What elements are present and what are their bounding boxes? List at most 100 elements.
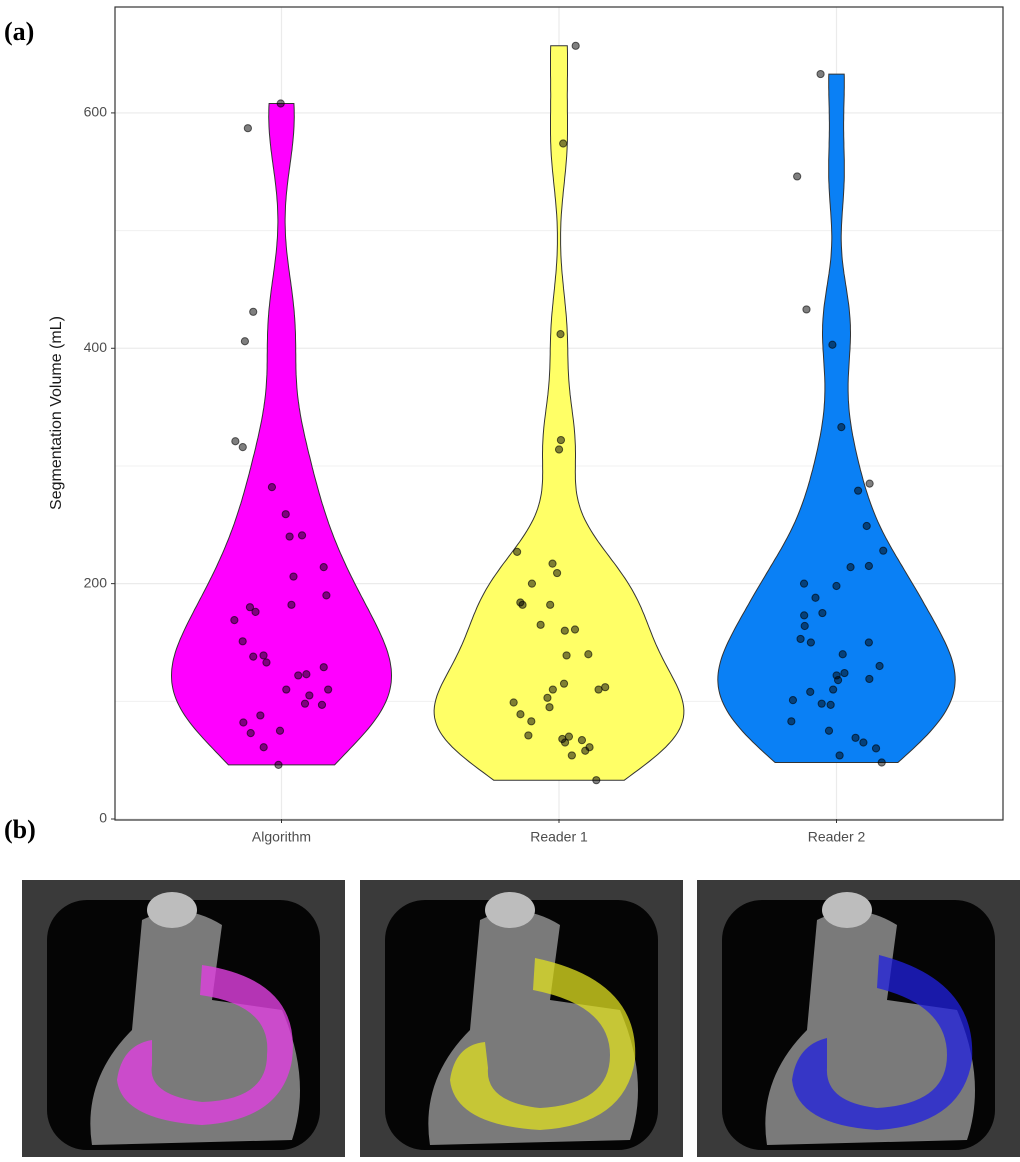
point: [303, 671, 310, 678]
point: [866, 675, 873, 682]
point: [563, 652, 570, 659]
point: [282, 511, 289, 518]
point: [572, 42, 579, 49]
point: [288, 601, 295, 608]
point: [801, 612, 808, 619]
point: [865, 639, 872, 646]
ct-images: [22, 880, 1020, 1157]
x-tick-label: Algorithm: [252, 829, 311, 845]
point: [250, 653, 257, 660]
point: [872, 745, 879, 752]
point: [252, 608, 259, 615]
point: [276, 727, 283, 734]
point: [537, 621, 544, 628]
point: [836, 752, 843, 759]
point: [878, 759, 885, 766]
point: [800, 580, 807, 587]
point: [260, 744, 267, 751]
point: [318, 701, 325, 708]
ct-image: [360, 880, 683, 1157]
point: [788, 718, 795, 725]
point: [839, 651, 846, 658]
point: [323, 592, 330, 599]
x-tick-label: Reader 2: [808, 829, 866, 845]
point: [241, 338, 248, 345]
point: [247, 729, 254, 736]
point: [528, 580, 535, 587]
point: [838, 424, 845, 431]
point: [807, 639, 814, 646]
point: [801, 622, 808, 629]
point: [549, 560, 556, 567]
point: [789, 697, 796, 704]
point: [244, 125, 251, 132]
y-tick-label: 0: [99, 810, 107, 826]
point: [829, 341, 836, 348]
point: [286, 533, 293, 540]
point: [544, 694, 551, 701]
panel-label: (a): [4, 17, 34, 46]
point: [277, 100, 284, 107]
y-axis-title: Segmentation Volume (mL): [48, 316, 65, 510]
point: [876, 662, 883, 669]
point: [239, 444, 246, 451]
point: [880, 547, 887, 554]
point: [290, 573, 297, 580]
point: [817, 70, 824, 77]
point: [860, 739, 867, 746]
x-tick-label: Reader 1: [530, 829, 588, 845]
point: [557, 331, 564, 338]
point: [582, 747, 589, 754]
point: [585, 651, 592, 658]
point: [510, 699, 517, 706]
point: [827, 701, 834, 708]
point: [557, 436, 564, 443]
point: [595, 686, 602, 693]
point: [240, 719, 247, 726]
point: [561, 739, 568, 746]
y-tick-label: 400: [84, 339, 108, 355]
point: [546, 704, 553, 711]
y-tick-label: 200: [84, 574, 108, 590]
point: [555, 446, 562, 453]
point: [794, 173, 801, 180]
point: [547, 601, 554, 608]
point: [834, 677, 841, 684]
point: [866, 480, 873, 487]
point: [593, 777, 600, 784]
point: [257, 712, 264, 719]
point: [525, 732, 532, 739]
point: [260, 652, 267, 659]
ct-image: [697, 880, 1020, 1157]
point: [232, 438, 239, 445]
ct-image: [22, 880, 345, 1157]
point: [560, 140, 567, 147]
point: [549, 686, 556, 693]
point: [320, 664, 327, 671]
point: [239, 638, 246, 645]
point: [250, 308, 257, 315]
point: [325, 686, 332, 693]
point: [812, 594, 819, 601]
point: [825, 727, 832, 734]
point: [818, 700, 825, 707]
point: [803, 306, 810, 313]
y-tick-label: 600: [84, 104, 108, 120]
point: [797, 635, 804, 642]
point: [320, 564, 327, 571]
point: [283, 686, 290, 693]
point: [571, 626, 578, 633]
point: [295, 672, 302, 679]
point: [830, 686, 837, 693]
point: [263, 659, 270, 666]
point: [863, 522, 870, 529]
point: [528, 718, 535, 725]
point: [865, 562, 872, 569]
point: [807, 688, 814, 695]
point: [847, 564, 854, 571]
figure: (a) (b) Segmentation Volume (mL) 0 200 400…: [0, 0, 1020, 1157]
point: [568, 752, 575, 759]
panel-label: (b): [4, 815, 36, 844]
point: [298, 532, 305, 539]
point: [275, 761, 282, 768]
